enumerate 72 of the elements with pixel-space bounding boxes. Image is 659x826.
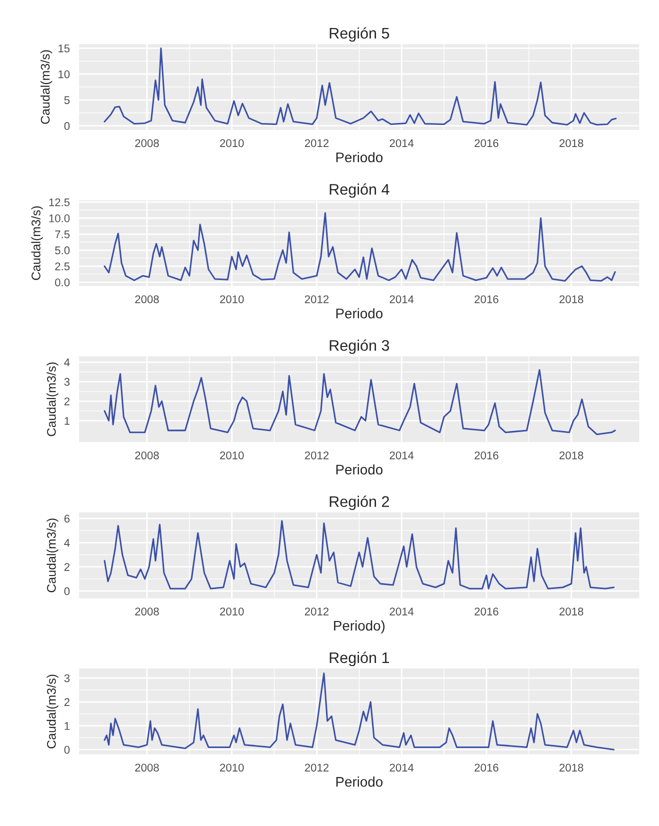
y-tick-label: 1 bbox=[64, 417, 70, 425]
line-series bbox=[104, 672, 615, 750]
x-tick-label: 2010 bbox=[220, 139, 244, 148]
x-tick-label: 2018 bbox=[560, 608, 584, 616]
line-series bbox=[104, 369, 616, 436]
y-tick-label: 3 bbox=[64, 674, 70, 682]
line-series bbox=[104, 520, 615, 590]
y-tick-label: 2 bbox=[64, 698, 70, 706]
x-tick-label: 2012 bbox=[304, 295, 329, 304]
y-tick-label: 5.0 bbox=[55, 246, 70, 254]
y-tick-label: 0 bbox=[64, 587, 70, 596]
y-tick-label: 10 bbox=[58, 70, 70, 78]
x-tick-label: 2008 bbox=[135, 764, 159, 772]
chart-title: Región 2 bbox=[330, 496, 389, 510]
x-tick-label: 2014 bbox=[390, 139, 414, 148]
x-tick-label: 2010 bbox=[220, 764, 244, 772]
y-tick-label: 2 bbox=[64, 563, 70, 571]
y-tick-label: 6 bbox=[64, 514, 70, 523]
x-tick-label: 2008 bbox=[135, 608, 159, 616]
x-tick-label: 2016 bbox=[474, 764, 498, 772]
x-tick-label: 2010 bbox=[220, 608, 244, 616]
x-axis-title: Periodo bbox=[336, 308, 383, 318]
y-axis-title: Caudal(m3/s) bbox=[46, 362, 58, 436]
x-tick-label: 2012 bbox=[304, 451, 329, 460]
y-tick-label: 2 bbox=[64, 397, 70, 406]
x-tick-label: 2008 bbox=[135, 451, 159, 460]
y-tick-label: 1 bbox=[64, 722, 70, 730]
y-axis-title: Caudal(m3/s) bbox=[31, 206, 43, 280]
x-axis-title: Periodo bbox=[336, 152, 383, 162]
x-tick-label: 2014 bbox=[390, 295, 414, 304]
x-tick-label: 2016 bbox=[474, 295, 498, 304]
y-tick-label: 4 bbox=[64, 358, 70, 366]
x-tick-label: 2014 bbox=[390, 451, 414, 460]
x-axis-title: Periodo bbox=[336, 776, 383, 787]
x-tick-label: 2016 bbox=[474, 608, 498, 616]
chart-title: Región 3 bbox=[330, 339, 390, 354]
x-tick-label: 2018 bbox=[560, 451, 584, 460]
y-tick-label: 7.5 bbox=[55, 230, 70, 238]
x-axis-title: Periodo) bbox=[334, 620, 385, 634]
y-tick-label: 4 bbox=[64, 539, 70, 547]
y-tick-label: 12.5 bbox=[49, 198, 70, 206]
y-tick-label: 15 bbox=[58, 44, 70, 52]
x-tick-label: 2014 bbox=[390, 764, 414, 772]
x-tick-label: 2012 bbox=[304, 139, 329, 148]
x-tick-label: 2018 bbox=[560, 139, 584, 148]
x-tick-label: 2018 bbox=[560, 295, 584, 304]
y-tick-label: 2.5 bbox=[55, 262, 70, 270]
y-axis-title: Caudal(m3/s) bbox=[46, 674, 58, 748]
y-axis-title: Caudal(m3/s) bbox=[46, 518, 58, 592]
x-tick-label: 2012 bbox=[304, 764, 329, 772]
y-tick-label: 0 bbox=[64, 122, 70, 130]
x-tick-label: 2014 bbox=[390, 608, 414, 616]
x-tick-label: 2018 bbox=[560, 764, 584, 772]
x-tick-label: 2008 bbox=[135, 139, 159, 148]
chart-title: Región 5 bbox=[330, 27, 390, 42]
y-tick-label: 0 bbox=[64, 746, 70, 754]
x-tick-label: 2010 bbox=[220, 295, 244, 304]
line-series bbox=[104, 212, 616, 282]
x-tick-label: 2008 bbox=[135, 295, 159, 304]
chart-title: Región 4 bbox=[330, 183, 390, 198]
y-tick-label: 0.0 bbox=[55, 278, 70, 286]
y-tick-label: 5 bbox=[64, 96, 70, 104]
x-tick-label: 2010 bbox=[220, 451, 244, 460]
x-tick-label: 2016 bbox=[474, 139, 498, 148]
y-tick-label: 10.0 bbox=[49, 214, 70, 222]
x-axis-title: Periodo bbox=[336, 464, 383, 475]
x-tick-label: 2012 bbox=[304, 608, 329, 616]
y-axis-title: Caudal(m3/s) bbox=[40, 50, 52, 124]
y-tick-label: 3 bbox=[64, 378, 70, 386]
line-series bbox=[104, 47, 617, 126]
x-tick-label: 2016 bbox=[474, 451, 498, 460]
chart-title: Región 1 bbox=[330, 652, 389, 666]
